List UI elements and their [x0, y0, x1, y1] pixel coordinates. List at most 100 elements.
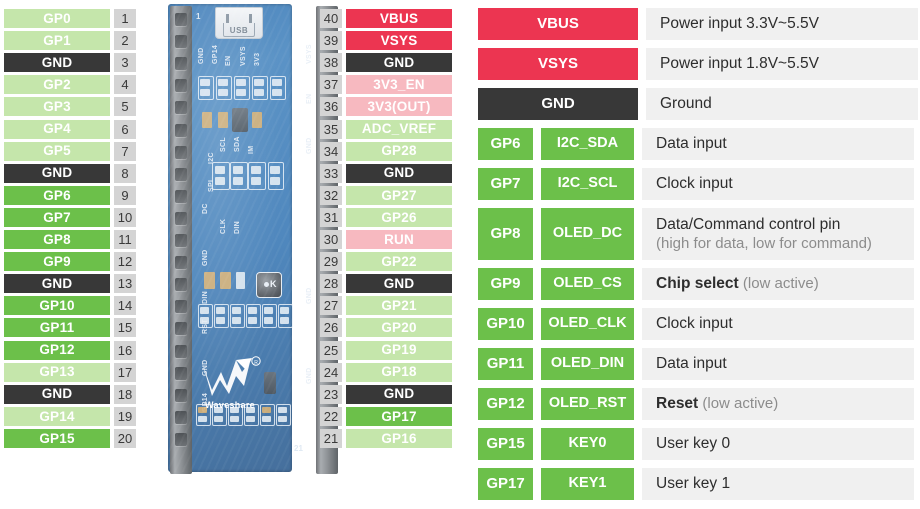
silkscreen-text: GP14: [212, 45, 219, 64]
legend-desc-suffix: (low active): [739, 275, 819, 292]
pin-label-gp13: GP13: [4, 363, 110, 382]
pin-label-gp16: GP16: [346, 429, 452, 448]
pin-number-11: 11: [114, 230, 136, 249]
smd-pad: [278, 416, 287, 422]
silkscreen-text: DC: [202, 203, 209, 214]
pin-row-left-2: GP12: [4, 31, 136, 50]
header-pin-hole: [175, 35, 187, 48]
smd-pad: [215, 166, 225, 174]
header-pin-hole: [175, 124, 187, 137]
legend-description: User key 0: [642, 428, 914, 460]
key-button-k[interactable]: K: [256, 272, 282, 298]
pin-label-gp28: GP28: [346, 142, 452, 161]
pin-number-40: 40: [320, 9, 342, 28]
pin-label-gp27: GP27: [346, 186, 452, 205]
legend-function-oled_clk: OLED_CLK: [541, 308, 634, 340]
legend-description: Ground: [646, 88, 918, 120]
header-pin-hole: [175, 278, 187, 291]
pin-label-gp15: GP15: [4, 429, 110, 448]
smd-pad: [264, 317, 273, 324]
pin-number-13: 13: [114, 274, 136, 293]
pin-row-left-13: GND13: [4, 274, 136, 293]
pin-row-left-7: GP57: [4, 142, 136, 161]
legend-description: Data/Command control pin(high for data, …: [642, 208, 914, 260]
smd-pad: [270, 177, 280, 185]
pin-number-37: 37: [320, 75, 342, 94]
header-pin-hole: [175, 322, 187, 335]
pin-number-1: 1: [114, 9, 136, 28]
pin-row-right-28: GND28: [320, 274, 452, 293]
pin-label-3v3-en: 3V3_EN: [346, 75, 452, 94]
silkscreen-text: GND: [306, 368, 313, 384]
header-pin-hole: [175, 168, 187, 181]
legend-function-key1: KEY1: [541, 468, 634, 500]
legend-description: Reset (low active): [642, 388, 914, 420]
pin-number-19: 19: [114, 407, 136, 426]
smd-pad: [246, 416, 255, 422]
pin-row-right-39: VSYS39: [320, 31, 452, 50]
pin-label-gp0: GP0: [4, 9, 110, 28]
smd-pad: [232, 307, 241, 314]
pin-number-2: 2: [114, 31, 136, 50]
smd-pad: [236, 89, 246, 96]
smd-pad: [252, 112, 262, 128]
legend-function-i2c_scl: I2C_SCL: [541, 168, 634, 200]
smd-pad: [264, 372, 276, 394]
silkscreen-text: IM: [248, 146, 255, 154]
smd-pad: [236, 79, 246, 86]
smd-pad: [200, 307, 209, 314]
pin-row-left-15: GP1115: [4, 318, 136, 337]
legend-function-oled_cs: OLED_CS: [541, 268, 634, 300]
smd-pad: [270, 166, 280, 174]
pin-number-3: 3: [114, 53, 136, 72]
silkscreen-text: DIN: [202, 291, 209, 304]
smd-pad: [280, 307, 289, 314]
pin-row-left-17: GP1317: [4, 363, 136, 382]
pin-label-gp4: GP4: [4, 120, 110, 139]
smd-pad: [214, 416, 223, 422]
pin-number-33: 33: [320, 164, 342, 183]
header-pin-hole: [175, 57, 187, 70]
pin-label-gp20: GP20: [346, 318, 452, 337]
legend-row: GP6I2C_SDAData input: [478, 128, 914, 160]
smd-pad: [236, 272, 245, 289]
button-label: K: [270, 279, 277, 289]
header-pin-hole: [175, 367, 187, 380]
legend-badge-gp9: GP9: [478, 268, 533, 300]
pin-row-right-30: RUN30: [320, 230, 452, 249]
pin-number-39: 39: [320, 31, 342, 50]
pin-label-gp2: GP2: [4, 75, 110, 94]
silkscreen-text: GND: [198, 48, 205, 64]
smd-pad: [215, 177, 225, 185]
pin-number-10: 10: [114, 208, 136, 227]
pin-number-18: 18: [114, 385, 136, 404]
legend-function-oled_rst: OLED_RST: [541, 388, 634, 420]
pin-label-gp7: GP7: [4, 208, 110, 227]
smd-pad: [218, 79, 228, 86]
header-pin-hole: [175, 234, 187, 247]
pin-label-gp5: GP5: [4, 142, 110, 161]
left-pin-column: GP01GP12GND3GP24GP35GP46GP57GND8GP69GP71…: [4, 0, 136, 509]
legend-desc-line: Data input: [656, 355, 914, 373]
usb-connector: USB: [215, 7, 263, 39]
pin-number-28: 28: [320, 274, 342, 293]
legend-badge-gp7: GP7: [478, 168, 533, 200]
pin-number-12: 12: [114, 252, 136, 271]
pin-number-35: 35: [320, 120, 342, 139]
usb-slot-left: [226, 14, 229, 23]
pin-number-21: 21: [320, 429, 342, 448]
silkscreen-text: SCL: [220, 137, 227, 152]
pin-number-26: 26: [320, 318, 342, 337]
smd-pad: [248, 307, 257, 314]
header-pin-hole: [175, 345, 187, 358]
pin-label-gp26: GP26: [346, 208, 452, 227]
pin-21-marker: 21: [294, 444, 303, 453]
legend-badge-gp17: GP17: [478, 468, 533, 500]
smd-pad: [248, 317, 257, 324]
smd-pad: [200, 79, 210, 86]
silkscreen-text: CLK: [220, 219, 227, 234]
pin-row-left-10: GP710: [4, 208, 136, 227]
legend-row: GP9OLED_CSChip select (low active): [478, 268, 914, 300]
pin-label-gp22: GP22: [346, 252, 452, 271]
smd-pad: [218, 89, 228, 96]
